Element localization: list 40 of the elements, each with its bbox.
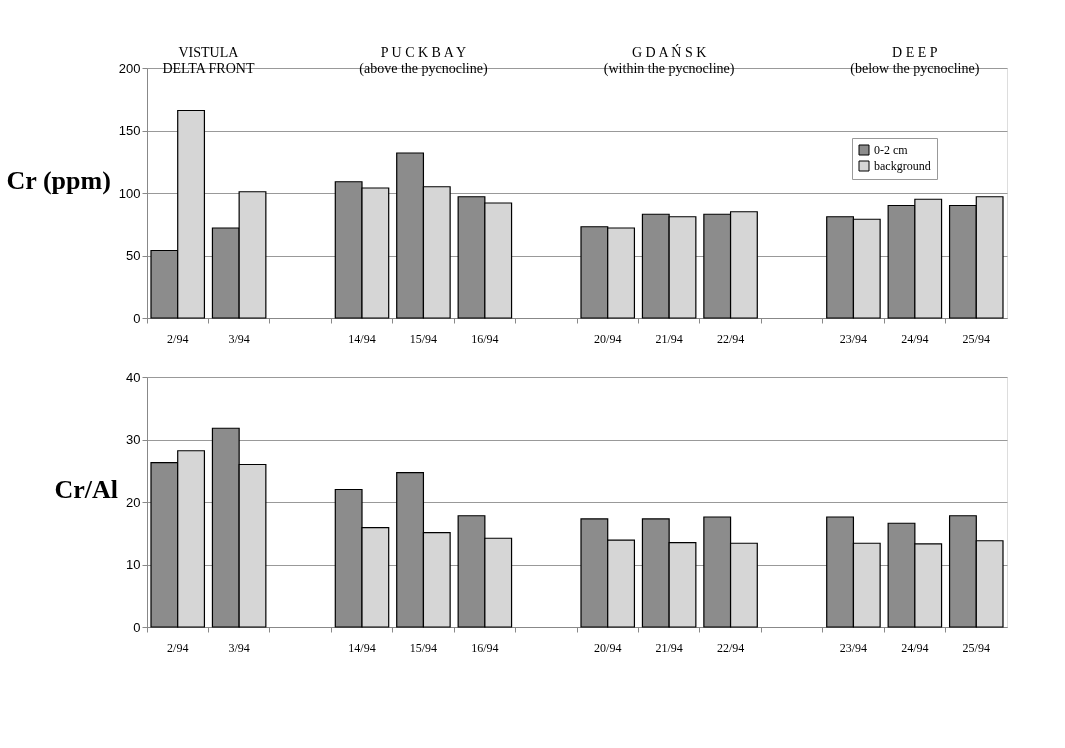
x-tick-label: 3/94	[228, 640, 250, 655]
y-tick-label: 0	[133, 310, 141, 326]
x-tick-label: 22/94	[716, 331, 745, 346]
x-tick-label: 21/94	[655, 331, 683, 346]
x-tick-label: 24/94	[901, 331, 929, 346]
legend-label: 0-2 cm	[874, 143, 909, 157]
x-tick-label: 22/94	[716, 640, 745, 655]
y-tick-label: 50	[126, 248, 141, 263]
annotation: G D A Ń S K (within the pycnocline)	[603, 44, 735, 77]
x-tick-label: 15/94	[409, 640, 438, 655]
annotation: D E E P (below the pycnocline)	[850, 45, 980, 77]
x-tick-label: 23/94	[839, 640, 868, 655]
x-tick-label: 25/94	[962, 331, 990, 346]
x-tick-label: 20/94	[594, 331, 622, 346]
x-tick-label: 16/94	[471, 331, 499, 346]
x-tick-label: 14/94	[348, 331, 376, 346]
y-tick-label: 150	[118, 123, 141, 138]
y-tick-label: 40	[126, 369, 141, 385]
y-tick-label: 20	[126, 494, 141, 510]
y-tick-label: 0	[133, 619, 141, 635]
x-tick-label: 14/94	[348, 640, 376, 655]
y-tick-label: 30	[126, 432, 141, 447]
annotation: VISTULA DELTA FRONT	[162, 45, 255, 76]
x-tick-label: 23/94	[839, 331, 868, 346]
x-tick-label: 25/94	[962, 640, 990, 655]
x-tick-label: 2/94	[167, 640, 189, 655]
x-tick-label: 21/94	[655, 640, 683, 655]
legend-label: background	[874, 159, 931, 173]
x-tick-label: 3/94	[228, 331, 250, 346]
y-axis-title: Cr/Al	[54, 474, 119, 504]
y-axis-title: Cr (ppm)	[6, 165, 111, 195]
y-tick-label: 100	[118, 185, 141, 201]
x-tick-label: 2/94	[167, 331, 189, 346]
annotation: P U C K B A Y (above the pycnocline)	[359, 45, 488, 77]
x-tick-label: 16/94	[471, 640, 499, 655]
x-tick-label: 24/94	[901, 640, 929, 655]
x-tick-label: 15/94	[409, 331, 438, 346]
y-tick-label: 200	[118, 60, 141, 76]
y-tick-label: 10	[126, 557, 141, 572]
x-tick-label: 20/94	[594, 640, 622, 655]
